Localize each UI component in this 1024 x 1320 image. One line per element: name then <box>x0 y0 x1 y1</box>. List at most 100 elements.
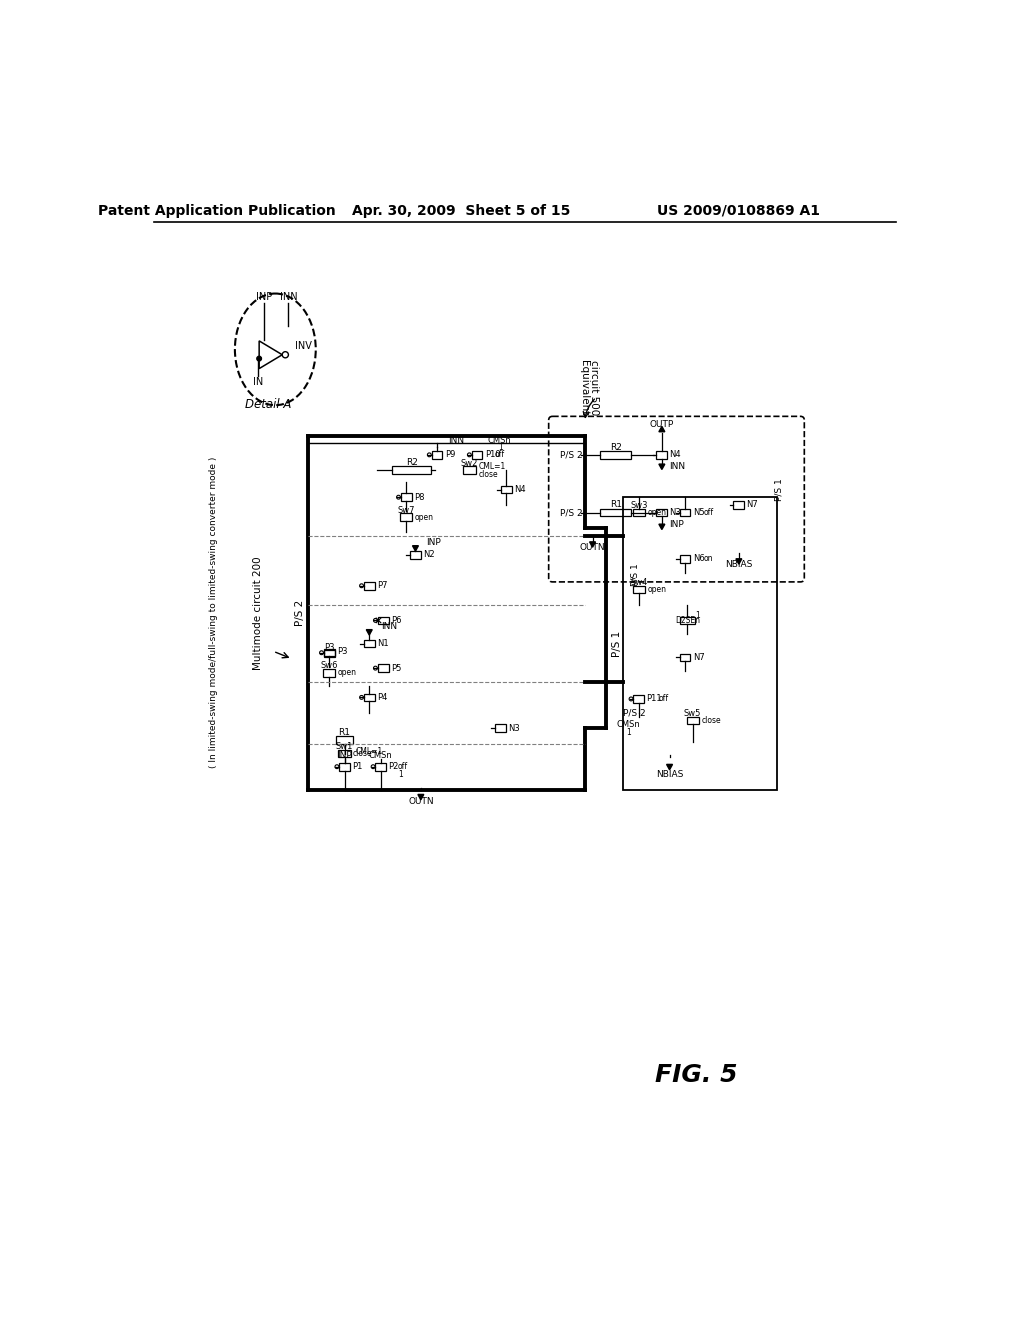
Bar <box>600 451 631 459</box>
Text: Apr. 30, 2009  Sheet 5 of 15: Apr. 30, 2009 Sheet 5 of 15 <box>352 203 570 218</box>
Text: P4: P4 <box>377 693 387 702</box>
Text: N7: N7 <box>746 500 759 510</box>
Bar <box>624 498 777 789</box>
Text: P2: P2 <box>388 762 399 771</box>
Text: 1: 1 <box>627 727 631 737</box>
Text: P/S 1: P/S 1 <box>631 562 639 586</box>
Text: CML=1: CML=1 <box>355 747 383 756</box>
Bar <box>472 451 482 459</box>
Text: N7: N7 <box>692 653 705 661</box>
Text: CMSn: CMSn <box>487 437 512 445</box>
Text: P8: P8 <box>414 492 424 502</box>
Bar <box>680 616 695 624</box>
Bar <box>463 466 475 474</box>
Text: N5: N5 <box>692 508 705 517</box>
Text: Detail A: Detail A <box>245 399 291 412</box>
Text: on: on <box>703 554 713 564</box>
Polygon shape <box>590 543 596 548</box>
Text: D2SEn: D2SEn <box>675 616 699 624</box>
Text: open: open <box>647 508 667 517</box>
Bar <box>501 486 512 494</box>
Text: Patent Application Publication: Patent Application Publication <box>98 203 336 218</box>
Text: INN: INN <box>280 292 297 302</box>
Text: INV: INV <box>295 341 311 351</box>
Text: N1: N1 <box>377 639 388 648</box>
Text: P/S 2: P/S 2 <box>560 450 583 459</box>
Polygon shape <box>736 558 741 564</box>
Text: off: off <box>495 450 505 459</box>
Text: CMSn: CMSn <box>369 751 392 759</box>
Text: P9: P9 <box>444 450 455 459</box>
Bar <box>633 586 645 594</box>
Text: Sw6: Sw6 <box>321 661 338 671</box>
Text: CML=1: CML=1 <box>478 462 506 471</box>
Text: close: close <box>353 750 373 758</box>
Bar <box>600 508 631 516</box>
Text: P3: P3 <box>337 647 347 656</box>
Text: Sw3: Sw3 <box>630 502 647 510</box>
Text: P/S 2: P/S 2 <box>560 508 583 517</box>
Bar <box>324 649 335 656</box>
Text: CMSn: CMSn <box>616 719 641 729</box>
Bar <box>392 466 431 474</box>
Bar <box>376 763 386 771</box>
Text: N4: N4 <box>514 484 525 494</box>
Bar <box>656 451 668 459</box>
Bar <box>686 717 698 725</box>
Text: Sw4: Sw4 <box>630 578 647 587</box>
Text: Sw1: Sw1 <box>336 742 353 751</box>
Text: Multimode circuit 200: Multimode circuit 200 <box>253 556 262 669</box>
Text: INN: INN <box>670 462 686 471</box>
Text: INN: INN <box>382 622 397 631</box>
Polygon shape <box>658 465 665 470</box>
Text: R2: R2 <box>406 458 418 467</box>
Bar <box>410 552 421 558</box>
Text: INP: INP <box>670 520 684 528</box>
Text: NBIAS: NBIAS <box>656 770 683 779</box>
Bar <box>324 649 335 656</box>
Bar <box>680 508 690 516</box>
Text: close: close <box>701 715 721 725</box>
Bar <box>432 451 442 459</box>
Text: off: off <box>658 694 669 704</box>
Text: P11: P11 <box>646 694 663 704</box>
Text: P1: P1 <box>352 762 362 771</box>
Bar <box>495 725 506 733</box>
Bar <box>400 513 413 521</box>
Text: open: open <box>647 585 667 594</box>
Bar <box>656 508 668 516</box>
Text: US 2009/0108869 A1: US 2009/0108869 A1 <box>657 203 820 218</box>
Text: INP: INP <box>337 751 352 759</box>
Text: OUTN: OUTN <box>408 797 433 805</box>
Bar <box>339 750 351 758</box>
Text: P6: P6 <box>391 616 401 624</box>
Bar <box>733 502 744 508</box>
Text: N4: N4 <box>670 450 681 459</box>
Bar <box>634 696 644 702</box>
Bar <box>378 664 388 672</box>
Text: N6: N6 <box>692 554 705 564</box>
Text: Equivalent: Equivalent <box>580 360 590 416</box>
Bar <box>680 554 690 562</box>
Text: OUTN: OUTN <box>580 543 605 552</box>
Text: FIG. 5: FIG. 5 <box>655 1063 737 1086</box>
Polygon shape <box>413 545 419 552</box>
Text: P/S 1: P/S 1 <box>774 478 783 500</box>
Polygon shape <box>418 795 424 800</box>
Text: P/S 2: P/S 2 <box>295 599 305 626</box>
Text: 1: 1 <box>397 770 402 779</box>
Text: 1: 1 <box>498 442 503 451</box>
Circle shape <box>257 356 261 360</box>
Polygon shape <box>658 426 665 432</box>
Text: N3: N3 <box>508 723 519 733</box>
Bar <box>400 494 412 502</box>
Text: Sw5: Sw5 <box>684 709 701 718</box>
Text: INP: INP <box>256 292 272 302</box>
Text: off: off <box>397 762 408 771</box>
Text: P/S 1: P/S 1 <box>612 631 623 656</box>
Text: 1: 1 <box>695 611 699 619</box>
Text: P7: P7 <box>377 581 387 590</box>
Text: IN: IN <box>253 376 263 387</box>
Bar <box>680 653 690 661</box>
Text: N2: N2 <box>423 550 435 560</box>
